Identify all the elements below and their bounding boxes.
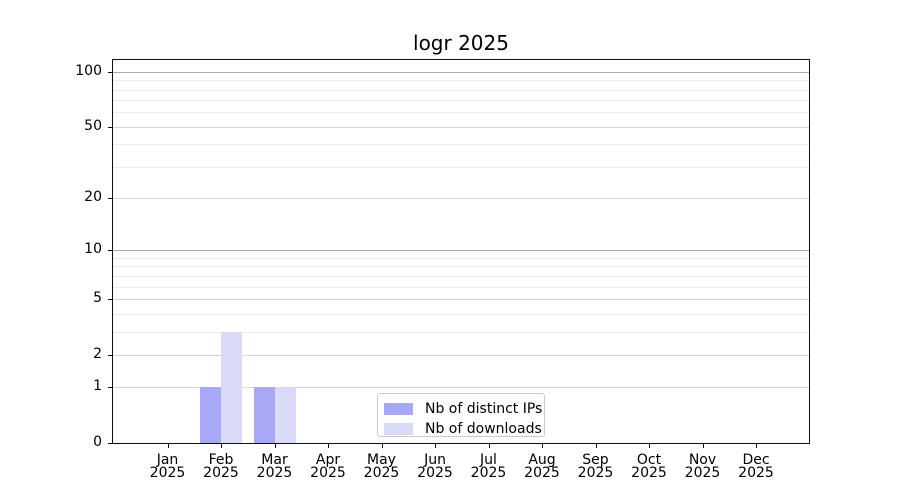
gridline-minor [113, 80, 809, 82]
y-tick-label: 2 [93, 345, 102, 362]
gridline-minor [113, 275, 809, 277]
legend-swatch-distinct-ips [384, 403, 413, 415]
x-tick-label-line: 2025 [524, 465, 560, 481]
x-tick-label-line: Jul [480, 452, 497, 468]
x-tick-mark [381, 444, 383, 448]
x-tick-label-line: 2025 [631, 465, 667, 481]
legend-item-downloads: Nb of downloads [384, 419, 544, 439]
plot-area [112, 59, 810, 444]
x-tick-label-line: May [367, 452, 396, 468]
x-tick-label: Aug 2025 [502, 452, 582, 481]
legend-label-distinct-ips: Nb of distinct IPs [425, 401, 543, 417]
x-tick-mark [542, 444, 543, 448]
x-tick-mark [328, 444, 329, 448]
y-tick-mark [108, 299, 113, 300]
x-tick-label: Dec 2025 [716, 452, 796, 481]
x-tick-mark [702, 444, 704, 448]
y-tick-mark [108, 72, 113, 73]
gridline-minor [113, 286, 809, 288]
x-tick-mark [756, 444, 757, 448]
gridline-major [113, 387, 809, 389]
bar-ips-mar [253, 387, 275, 443]
legend-swatch-downloads [384, 423, 413, 435]
x-tick-label-line: Feb [208, 452, 234, 468]
bar-downloads-mar [274, 387, 296, 443]
y-tick-mark [108, 355, 113, 356]
x-tick-label: Nov 2025 [663, 452, 743, 481]
x-tick-label-line: Nov [688, 452, 717, 468]
gridline-major [113, 126, 809, 128]
x-tick-label: Sep 2025 [556, 452, 636, 481]
x-tick-mark [595, 444, 597, 448]
x-tick-mark [221, 444, 222, 448]
legend: Nb of distinct IPs Nb of downloads [377, 393, 545, 437]
legend-item-distinct-ips: Nb of distinct IPs [384, 399, 544, 419]
gridline-minor [113, 166, 809, 168]
x-tick-label-line: Oct [636, 452, 662, 468]
x-tick-label-line: 2025 [310, 465, 346, 481]
y-tick-label: 1 [93, 378, 102, 395]
gridline-strong [113, 250, 809, 252]
x-tick-label-line: Aug [528, 452, 556, 468]
chart-title: logr 2025 [413, 31, 509, 55]
x-tick-label-line: Dec [742, 452, 770, 468]
gridline-minor [113, 257, 809, 259]
gridline-minor [113, 313, 809, 315]
x-tick-mark [167, 444, 169, 448]
x-tick-label-line: 2025 [363, 465, 400, 481]
gridline-minor [113, 100, 809, 102]
x-tick-label-line: 2025 [738, 465, 774, 481]
y-tick-label: 0 [93, 434, 102, 450]
y-tick-mark [108, 198, 113, 199]
x-tick-label-line: 2025 [470, 465, 507, 481]
x-tick-label: Feb 2025 [181, 452, 261, 481]
x-tick-mark [435, 444, 436, 448]
bar-ips-feb [200, 387, 221, 443]
y-tick-label: 5 [93, 289, 102, 306]
x-tick-label: May 2025 [342, 452, 422, 481]
y-tick-label: 50 [84, 117, 102, 134]
x-tick-label-line: 2025 [684, 465, 721, 481]
gridline-minor [113, 266, 809, 268]
x-tick-label: Jun 2025 [395, 452, 475, 481]
x-tick-label-line: 2025 [256, 465, 293, 481]
x-tick-label-line: Mar [261, 452, 288, 468]
x-tick-label: Jul 2025 [449, 452, 529, 481]
gridline-minor [113, 331, 809, 333]
x-tick-label-line: 2025 [203, 465, 239, 481]
gridline-major [113, 298, 809, 300]
x-tick-label-line: Jun [424, 452, 446, 468]
x-tick-mark [488, 444, 490, 448]
x-tick-label-line: 2025 [149, 465, 186, 481]
gridline-minor [113, 89, 809, 91]
x-tick-label-line: 2025 [417, 465, 453, 481]
legend-label-downloads: Nb of downloads [425, 421, 542, 437]
y-tick-mark [108, 443, 113, 444]
gridline-minor [113, 144, 809, 146]
y-tick-mark [108, 250, 113, 251]
gridline-major [113, 198, 809, 200]
x-tick-label-line: Jan [156, 452, 179, 468]
y-tick-mark [108, 387, 113, 388]
x-tick-label: Apr 2025 [288, 452, 368, 481]
x-tick-label: Mar 2025 [235, 452, 315, 481]
x-tick-label: Jan 2025 [128, 452, 208, 481]
y-tick-label: 100 [75, 62, 102, 79]
bar-downloads-feb [221, 331, 242, 443]
x-tick-label: Oct 2025 [609, 452, 689, 481]
gridline-strong [113, 71, 809, 73]
x-tick-label-line: 2025 [577, 465, 614, 481]
x-tick-mark [274, 444, 276, 448]
x-tick-mark [649, 444, 650, 448]
gridline-major [113, 354, 809, 356]
gridline-minor [113, 112, 809, 114]
x-tick-label-line: Apr [315, 452, 341, 468]
x-tick-label-line: Sep [582, 452, 609, 468]
y-tick-mark [108, 127, 113, 128]
y-tick-label: 20 [84, 189, 102, 206]
y-tick-label: 10 [84, 241, 102, 258]
